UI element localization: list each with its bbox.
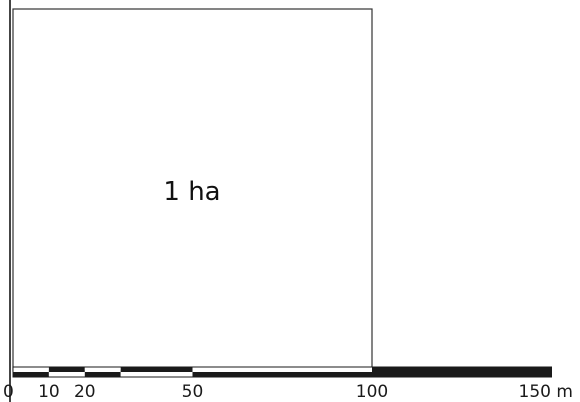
scale-segment-upper-1	[48, 367, 85, 372]
scale-segment-lower-1	[48, 372, 85, 377]
scale-segment-lower-5	[372, 372, 552, 377]
scale-bar	[12, 366, 552, 378]
square-label: 1 ha	[163, 177, 220, 207]
scale-tick-label: 50	[182, 382, 204, 402]
scale-segment-lower-4	[192, 372, 372, 377]
scale-tick-label: 10	[38, 382, 60, 402]
scale-segment-upper-3	[120, 367, 193, 372]
scale-segment-upper-2	[84, 367, 121, 372]
scale-segment-lower-3	[120, 372, 193, 377]
scale-segment-upper-5	[372, 367, 552, 372]
scale-tick-labels: 0 10 20 50 100 150 m	[3, 382, 573, 402]
scale-segment-lower-0	[13, 372, 49, 377]
scale-segment-upper-0	[13, 367, 49, 372]
scale-segment-lower-2	[84, 372, 121, 377]
scale-tick-label: 150 m	[519, 382, 573, 402]
scale-segment-upper-4	[192, 367, 372, 372]
scale-tick-label: 0	[3, 382, 14, 402]
scale-tick-label: 100	[356, 382, 388, 402]
scale-tick-label: 20	[74, 382, 96, 402]
scale-bar-outline	[12, 366, 552, 378]
